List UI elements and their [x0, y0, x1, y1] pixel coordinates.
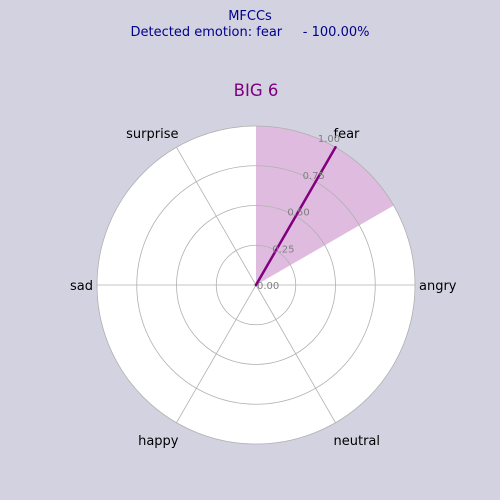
- radial-tick-label: 1.00: [318, 134, 340, 145]
- grid-spoke: [255, 284, 336, 423]
- grid-spoke: [176, 284, 257, 423]
- radial-tick-label: 0.75: [303, 171, 325, 182]
- category-label-angry: angry: [419, 279, 457, 294]
- category-label-fear: fear: [334, 127, 361, 142]
- radial-tick-label: 0.00: [257, 281, 279, 292]
- data-point-fear: [334, 146, 337, 149]
- header-title: MFCCs: [228, 9, 272, 24]
- radial-tick-label: 0.25: [272, 244, 294, 255]
- radial-tick-label: 0.50: [287, 208, 309, 219]
- category-label-sad: sad: [70, 279, 93, 294]
- grid-spoke: [176, 147, 257, 286]
- detected-emotion-label: Detected emotion: fear - 100.00%: [130, 25, 370, 40]
- category-label-surprise: surprise: [126, 127, 178, 142]
- category-label-neutral: neutral: [334, 434, 381, 449]
- category-label-happy: happy: [138, 434, 179, 449]
- data-point-neutral: [254, 283, 258, 287]
- sector-fear: [256, 126, 394, 285]
- chart-title: BIG 6: [234, 81, 279, 100]
